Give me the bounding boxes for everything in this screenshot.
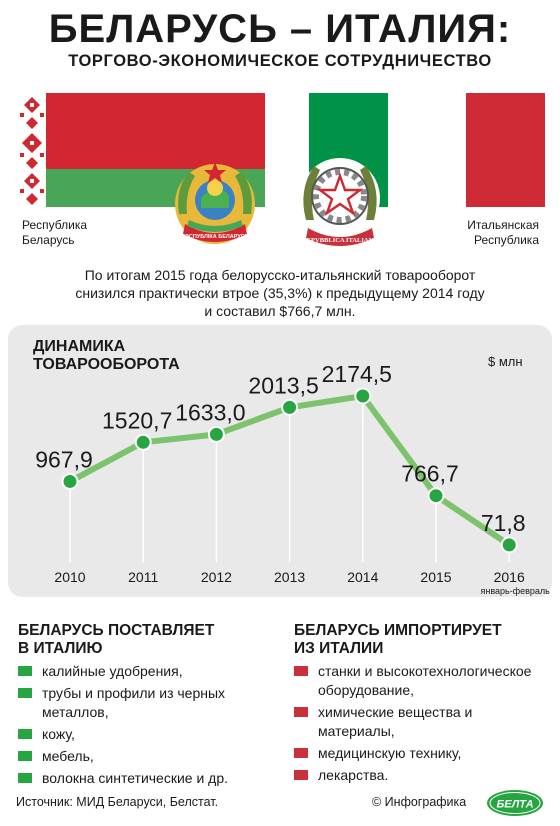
bullet-square-icon [294, 770, 308, 780]
exports-heading-line-1: БЕЛАРУСЬ ПОСТАВЛЯЕТ [18, 622, 215, 639]
chart-unit-label: $ млн [488, 354, 523, 369]
imports-item-text: станки и высокотехнологическое оборудова… [318, 663, 532, 698]
imports-heading-line-2: ИЗ ИТАЛИИ [294, 640, 384, 657]
belta-logo-icon: БЕЛТА [487, 790, 543, 816]
exports-list-item: калийные удобрения, [18, 662, 280, 681]
data-point [354, 387, 372, 405]
data-point [427, 487, 445, 505]
page-title: БЕЛАРУСЬ – ИТАЛИЯ: [48, 7, 512, 51]
copyright-note: © Инфографика [372, 795, 467, 809]
data-label: 71,8 [481, 510, 526, 536]
data-label: 967,9 [35, 446, 93, 472]
data-point [61, 472, 79, 490]
svg-text:REPVBBLICA ITALIANA: REPVBBLICA ITALIANA [302, 237, 378, 244]
exports-list-item: волокна синтетические и др. [18, 769, 280, 788]
data-label: 2174,5 [322, 361, 392, 387]
intro-line-2: снизился практически втрое (35,3%) к пре… [75, 285, 485, 301]
chart-panel [8, 325, 552, 597]
exports-list: калийные удобрения, трубы и профили из че… [18, 662, 280, 791]
data-label: 766,7 [401, 461, 459, 487]
bullet-square-icon [18, 751, 32, 761]
imports-list-item: станки и высокотехнологическое оборудова… [294, 662, 546, 700]
italy-caption: Итальянская Республика [467, 218, 539, 248]
exports-item-text: мебель, [42, 748, 94, 764]
x-tick-label: 2015 [420, 569, 451, 585]
data-point [134, 433, 152, 451]
x-tick-label: 2013 [274, 569, 305, 585]
imports-item-text: химические вещества и материалы, [318, 704, 473, 739]
svg-text:РЭСПУБЛІКА БЕЛАРУСЬ: РЭСПУБЛІКА БЕЛАРУСЬ [181, 234, 248, 240]
italy-flag-white [387, 93, 467, 207]
bullet-square-icon [294, 748, 308, 758]
bullet-square-icon [294, 666, 308, 676]
x-tick-label: 2014 [347, 569, 378, 585]
data-point [207, 425, 225, 443]
imports-list: станки и высокотехнологическое оборудова… [294, 662, 546, 788]
bullet-square-icon [18, 666, 32, 676]
chart-title-line-2: ТОВАРООБОРОТА [33, 356, 180, 373]
x-tick-label: 2016 [494, 569, 525, 585]
exports-list-item: трубы и профили из черных металлов, [18, 684, 280, 722]
imports-heading: БЕЛАРУСЬ ИМПОРТИРУЕТ ИЗ ИТАЛИИ [294, 622, 502, 658]
data-label: 1520,7 [102, 407, 172, 433]
intro-line-3: и составил $766,7 млн. [204, 303, 356, 319]
page-subtitle: ТОРГОВО-ЭКОНОМИЧЕСКОЕ СОТРУДНИЧЕСТВО [68, 52, 492, 70]
belarus-caption-line-2: Беларусь [22, 233, 75, 247]
exports-heading-line-2: В ИТАЛИЮ [18, 640, 103, 657]
x-tick-label: 2010 [54, 569, 85, 585]
bullet-square-icon [18, 729, 32, 739]
exports-heading: БЕЛАРУСЬ ПОСТАВЛЯЕТ В ИТАЛИЮ [18, 622, 214, 658]
imports-list-item: химические вещества и материалы, [294, 703, 546, 741]
chart-title: ДИНАМИКА ТОВАРООБОРОТА [33, 338, 203, 374]
exports-item-text: кожу, [42, 726, 75, 742]
data-label: 1633,0 [175, 399, 245, 425]
x-tick-note: январь-февраль [481, 586, 551, 596]
belarus-emblem-icon: РЭСПУБЛІКА БЕЛАРУСЬ [175, 162, 255, 244]
belarus-caption-line-1: Республика [22, 218, 88, 232]
intro-line-1: По итогам 2015 года белорусско-итальянск… [84, 267, 476, 283]
imports-list-item: лекарства. [294, 766, 546, 785]
imports-item-text: медицинскую технику, [318, 745, 462, 761]
source-note: Источник: МИД Беларуси, Белстат. [16, 795, 219, 809]
exports-item-text: волокна синтетические и др. [42, 770, 229, 786]
exports-item-text: трубы и профили из черных металлов, [42, 685, 226, 720]
italy-caption-line-1: Итальянская [467, 218, 539, 232]
bullet-square-icon [18, 773, 32, 783]
data-label: 2013,5 [248, 372, 318, 398]
chart-title-line-1: ДИНАМИКА [33, 338, 126, 355]
belarus-caption: Республика Беларусь [22, 218, 87, 248]
imports-heading-line-1: БЕЛАРУСЬ ИМПОРТИРУЕТ [294, 622, 502, 639]
intro-text: По итогам 2015 года белорусско-итальянск… [20, 266, 540, 320]
italy-emblem-icon: REPVBBLICA ITALIANA [300, 158, 380, 246]
exports-list-item: кожу, [18, 725, 280, 744]
imports-list-item: медицинскую технику, [294, 744, 546, 763]
italy-caption-line-2: Республика [473, 233, 539, 247]
x-tick-label: 2012 [201, 569, 232, 585]
imports-item-text: лекарства. [318, 767, 389, 783]
data-point [281, 398, 299, 416]
exports-item-text: калийные удобрения, [42, 663, 183, 679]
x-tick-label: 2011 [128, 569, 158, 585]
bullet-square-icon [294, 707, 308, 717]
italy-flag-red [466, 93, 546, 207]
bullet-square-icon [18, 688, 32, 698]
exports-list-item: мебель, [18, 747, 280, 766]
data-point [500, 536, 518, 554]
svg-text:БЕЛТА: БЕЛТА [496, 799, 533, 811]
